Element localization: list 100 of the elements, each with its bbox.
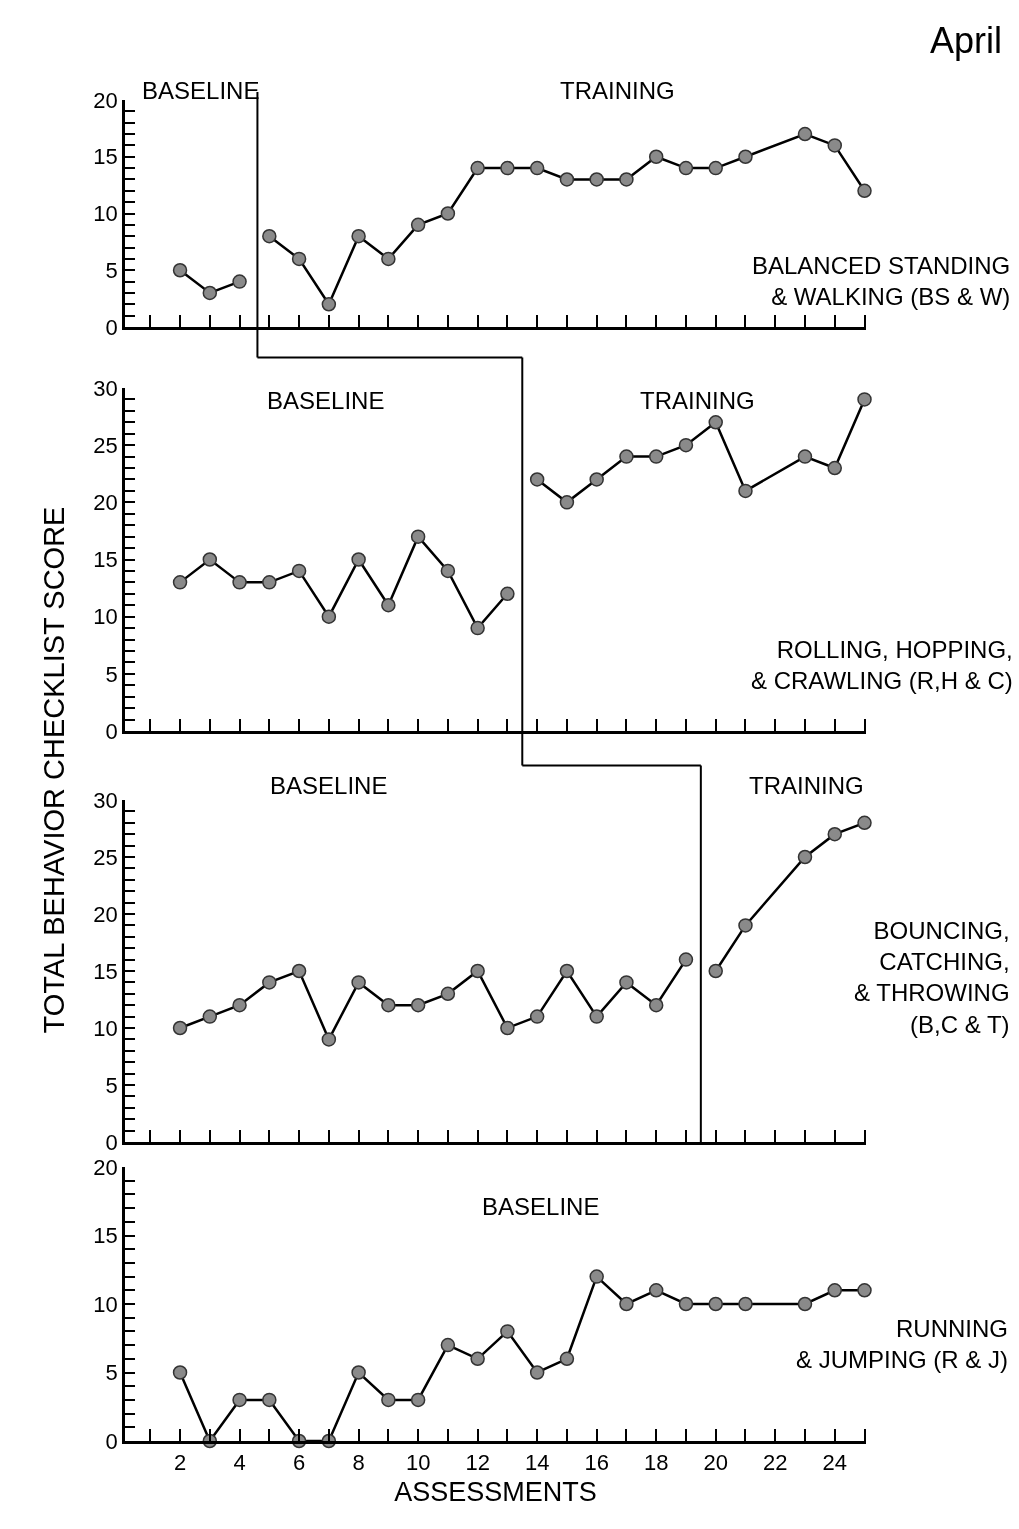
point	[232, 997, 247, 1013]
point	[708, 1296, 723, 1312]
point	[172, 1365, 188, 1380]
x-tick-label: 24	[822, 1450, 847, 1476]
point	[797, 849, 813, 865]
point	[559, 1351, 575, 1367]
point	[797, 1296, 813, 1312]
point	[648, 449, 664, 464]
y-tick-label: 5	[105, 1072, 118, 1098]
point	[827, 460, 842, 476]
annotation: BALANCED STANDING & WALKING (BS & W)	[752, 252, 1011, 311]
point	[738, 149, 753, 164]
point	[440, 1337, 456, 1353]
point	[678, 1296, 694, 1312]
point	[857, 392, 872, 407]
point	[410, 1392, 426, 1408]
point	[857, 1283, 872, 1298]
point	[440, 986, 456, 1002]
y-tick-label: 10	[93, 604, 118, 630]
annotation: BASELINE	[482, 1193, 600, 1220]
point	[857, 815, 872, 831]
point	[351, 552, 366, 567]
x-tick-label: 2	[173, 1450, 187, 1476]
point	[321, 297, 337, 312]
y-tick-label: 15	[93, 144, 118, 170]
point	[708, 963, 723, 979]
y-tick-label: 15	[93, 547, 118, 573]
point	[172, 1020, 188, 1036]
point	[648, 149, 664, 164]
y-axis-title: TOTAL BEHAVIOR CHECKLIST SCORE	[37, 506, 70, 1034]
point	[559, 963, 575, 979]
point	[678, 952, 694, 967]
y-tick-label: 0	[105, 718, 118, 744]
y-tick-label: 5	[105, 257, 118, 283]
point	[619, 975, 634, 990]
point	[381, 997, 396, 1013]
point	[262, 1392, 277, 1408]
point	[351, 975, 366, 990]
point	[202, 1009, 218, 1024]
point	[291, 251, 307, 267]
point	[470, 620, 485, 636]
y-tick-label: 25	[93, 432, 118, 458]
point	[232, 274, 247, 289]
annotation: BASELINE	[267, 387, 385, 414]
y-tick-label: 20	[93, 1154, 118, 1180]
x-tick-label: 16	[584, 1450, 609, 1476]
annotation: ROLLING, HOPPING, & CRAWLING (R,H & C)	[751, 636, 1013, 695]
point	[678, 160, 694, 176]
annotation: RUNNING & JUMPING (R & J)	[796, 1315, 1009, 1374]
y-tick-label: 0	[105, 314, 118, 340]
point	[321, 1032, 337, 1047]
point	[500, 160, 515, 176]
point	[589, 172, 604, 187]
x-axis-title: ASSESSMENTS	[394, 1476, 597, 1507]
point	[410, 217, 426, 233]
x-tick-label: 14	[524, 1450, 550, 1476]
point	[232, 1392, 247, 1408]
point	[797, 449, 813, 464]
point	[262, 575, 277, 590]
point	[529, 1009, 545, 1024]
y-tick-label: 15	[93, 958, 118, 984]
point	[827, 138, 842, 153]
point	[470, 160, 485, 176]
point	[202, 552, 218, 567]
point	[500, 586, 515, 602]
point	[619, 1296, 634, 1312]
point	[559, 495, 575, 510]
point	[589, 1269, 604, 1284]
point	[648, 1283, 664, 1298]
annotation: TRAINING	[640, 387, 755, 414]
point	[619, 172, 634, 187]
point	[857, 183, 872, 199]
point	[500, 1324, 515, 1339]
point	[827, 1283, 842, 1298]
point	[738, 918, 753, 933]
y-tick-label: 5	[105, 661, 118, 687]
point	[351, 1365, 366, 1380]
x-tick-label: 6	[292, 1450, 306, 1476]
point	[619, 449, 634, 464]
point	[381, 597, 396, 613]
y-tick-label: 0	[105, 1129, 118, 1155]
point	[381, 251, 396, 267]
point	[589, 1009, 604, 1024]
point	[202, 285, 218, 301]
point	[172, 263, 188, 278]
y-tick-label: 0	[105, 1428, 118, 1454]
point	[708, 160, 723, 176]
text: TRAINING	[749, 772, 864, 799]
annotation: BOUNCING, CATCHING, & THROWING (B,C & T)	[854, 917, 1010, 1038]
y-tick-label: 25	[93, 844, 118, 870]
x-tick-label: 12	[465, 1450, 490, 1476]
point	[470, 963, 485, 979]
point	[529, 472, 545, 487]
y-tick-label: 10	[93, 1291, 118, 1317]
point	[351, 228, 366, 244]
y-tick-label: 10	[93, 1015, 118, 1041]
point	[589, 472, 604, 487]
point	[708, 415, 723, 430]
point	[410, 997, 426, 1013]
x-tick-label: 4	[233, 1450, 246, 1476]
